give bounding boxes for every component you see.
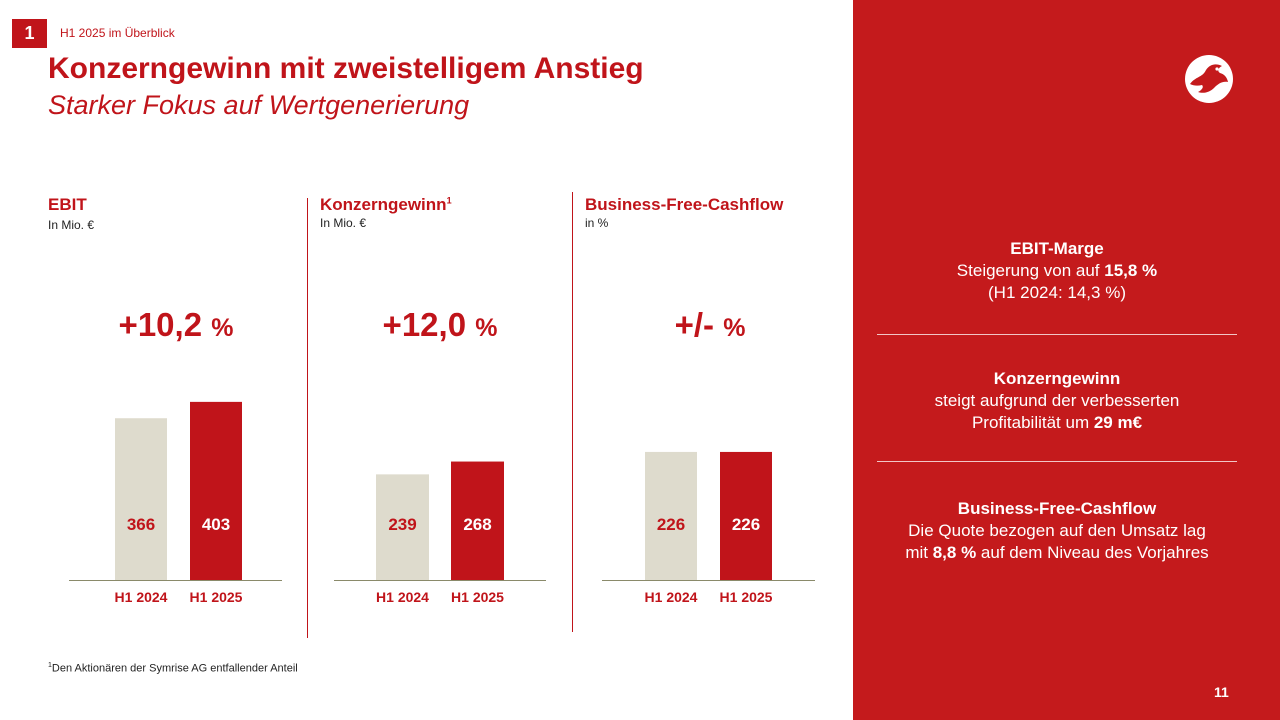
panel-unit-bfcf: in % bbox=[585, 216, 609, 230]
page-number: 11 bbox=[1214, 684, 1229, 700]
bar-value-label: 226 bbox=[657, 515, 685, 534]
bar-value-label: 403 bbox=[202, 515, 230, 534]
category-label: H1 2024 bbox=[645, 589, 698, 605]
bar-value-label: 366 bbox=[127, 515, 155, 534]
category-label: H1 2025 bbox=[451, 589, 504, 605]
divider bbox=[877, 461, 1237, 462]
breadcrumb: H1 2025 im Überblick bbox=[60, 26, 175, 40]
bar-value-label: 268 bbox=[463, 515, 491, 534]
footnote: 1Den Aktionären der Symrise AG entfallen… bbox=[48, 662, 298, 675]
category-label: H1 2024 bbox=[376, 589, 429, 605]
divider bbox=[877, 334, 1237, 335]
konzerngewinn-block: Konzerngewinn steigt aufgrund der verbes… bbox=[934, 369, 1180, 432]
summary-panel bbox=[853, 0, 1280, 720]
bar-value-label: 239 bbox=[388, 515, 416, 534]
section-number-badge: 1 bbox=[12, 19, 47, 48]
bar-konzerngewinn-h1-2025 bbox=[451, 461, 504, 580]
bar-konzerngewinn-h1-2024 bbox=[376, 474, 429, 580]
panel-title-ebit: EBIT bbox=[48, 195, 87, 214]
bfcf-block: Business-Free-Cashflow Die Quote bezogen… bbox=[905, 499, 1209, 562]
category-label: H1 2025 bbox=[720, 589, 773, 605]
bar-ebit-h1-2025 bbox=[190, 401, 242, 580]
bar-bfcf-h1-2025 bbox=[720, 451, 772, 580]
panel-title-konzerngewinn: Konzerngewinn1 bbox=[320, 195, 452, 214]
bar-charts: 366 H1 2024 403 H1 2025 239 H1 2024 268 H1 2025… bbox=[69, 401, 815, 605]
page-title: Konzerngewinn mit zweistelligem Anstieg bbox=[48, 52, 644, 85]
bar-ebit-h1-2024 bbox=[115, 418, 167, 580]
bar-bfcf-h1-2024 bbox=[645, 451, 697, 580]
change-konzerngewinn: +12,0 % bbox=[382, 306, 498, 343]
change-ebit: +10,2 % bbox=[118, 306, 234, 343]
panel-unit-konzerngewinn: In Mio. € bbox=[320, 216, 367, 230]
panel-unit-ebit: In Mio. € bbox=[48, 218, 95, 232]
company-logo-icon bbox=[1185, 55, 1233, 103]
change-bfcf: +/- % bbox=[674, 306, 746, 343]
panel-title-bfcf: Business-Free-Cashflow bbox=[585, 195, 784, 214]
bar-value-label: 226 bbox=[732, 515, 760, 534]
panel-divider bbox=[307, 198, 308, 638]
page-subtitle: Starker Fokus auf Wertgenerierung bbox=[48, 90, 470, 120]
ebit-margin-block: EBIT-Marge Steigerung von auf 15,8 % (H1… bbox=[956, 239, 1158, 302]
category-label: H1 2025 bbox=[190, 589, 243, 605]
category-label: H1 2024 bbox=[115, 589, 168, 605]
panel-divider bbox=[572, 192, 573, 632]
